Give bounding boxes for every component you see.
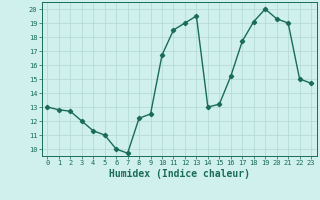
- X-axis label: Humidex (Indice chaleur): Humidex (Indice chaleur): [109, 169, 250, 179]
